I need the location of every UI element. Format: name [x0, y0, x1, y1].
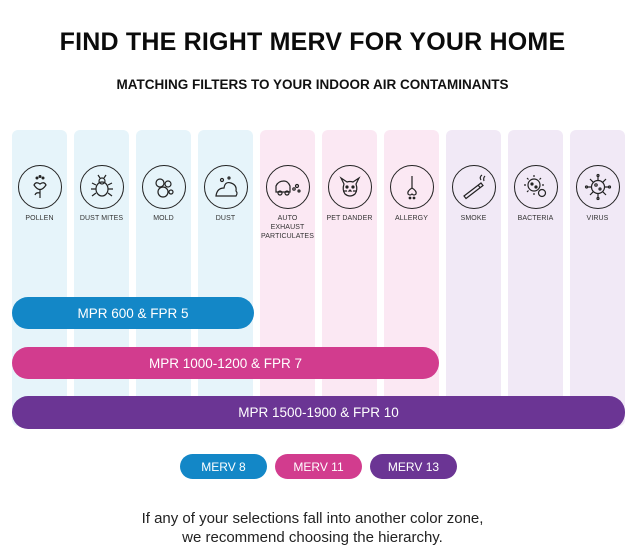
mpr-600-bar: MPR 600 & FPR 5: [12, 297, 254, 329]
mold-icon: [141, 165, 186, 209]
column-smoke: SMOKE: [446, 130, 501, 426]
dust-icon: [203, 165, 248, 209]
recommendation-note: If any of your selections fall into anot…: [0, 509, 625, 547]
pollen-icon: [17, 165, 62, 209]
column-pet-dander: PET DANDER: [322, 130, 377, 426]
note-line-1: If any of your selections fall into anot…: [141, 510, 484, 527]
contaminant-bacteria: BACTERIA: [508, 165, 563, 223]
contaminant-smoke: SMOKE: [446, 165, 501, 223]
contaminant-virus: VIRUS: [570, 165, 625, 223]
column-auto-exhaust: AUTO EXHAUST PARTICULATES: [260, 130, 315, 426]
merv-11-badge: MERV 11: [275, 454, 362, 479]
bacteria-icon: [513, 165, 558, 209]
contaminant-mold: MOLD: [136, 165, 191, 223]
column-mold: MOLD: [136, 130, 191, 426]
contaminant-label: ALLERGY: [395, 215, 428, 222]
contaminant-label: SMOKE: [460, 215, 487, 222]
contaminant-label: PET DANDER: [326, 215, 373, 222]
contaminant-dust-mites: DUST MITES: [74, 165, 129, 223]
mpr-1000-1200-bar: MPR 1000-1200 & FPR 7: [12, 347, 439, 379]
contaminant-label: VIRUS: [586, 215, 609, 222]
note-line-2: we recommend choosing the hierarchy.: [182, 529, 443, 546]
contaminant-label: DUST MITES: [79, 215, 124, 222]
contaminant-label: AUTO EXHAUST PARTICULATES: [261, 215, 314, 240]
contaminant-label: BACTERIA: [517, 215, 554, 222]
mpr-1500-1900-bar: MPR 1500-1900 & FPR 10: [12, 396, 625, 429]
contaminant-label: POLLEN: [25, 215, 54, 222]
smoke-icon: [451, 165, 496, 209]
contaminant-pollen: POLLEN: [12, 165, 67, 223]
column-pollen: POLLEN: [12, 130, 67, 426]
dust-mite-icon: [79, 165, 124, 209]
page-title: FIND THE RIGHT MERV FOR YOUR HOME: [59, 28, 566, 56]
allergy-icon: [389, 165, 434, 209]
auto-exhaust-icon: [265, 165, 310, 209]
pet-dander-icon: [327, 165, 372, 209]
column-bacteria: BACTERIA: [508, 130, 563, 426]
contaminant-columns: POLLEN DUST MITES MOLD: [12, 130, 625, 426]
contaminant-auto-exhaust: AUTO EXHAUST PARTICULATES: [260, 165, 315, 241]
contaminant-label: DUST: [215, 215, 236, 222]
contaminant-allergy: ALLERGY: [384, 165, 439, 223]
merv-8-badge: MERV 8: [180, 454, 267, 479]
contaminant-dust: DUST: [198, 165, 253, 223]
column-virus: VIRUS: [570, 130, 625, 426]
contaminant-label: MOLD: [153, 215, 174, 222]
contaminant-pet-dander: PET DANDER: [322, 165, 377, 223]
column-dust: DUST: [198, 130, 253, 426]
page-subtitle: MATCHING FILTERS TO YOUR INDOOR AIR CONT…: [116, 77, 509, 92]
virus-icon: [575, 165, 620, 209]
column-dust-mites: DUST MITES: [74, 130, 129, 426]
merv-13-badge: MERV 13: [370, 454, 457, 479]
column-allergy: ALLERGY: [384, 130, 439, 426]
